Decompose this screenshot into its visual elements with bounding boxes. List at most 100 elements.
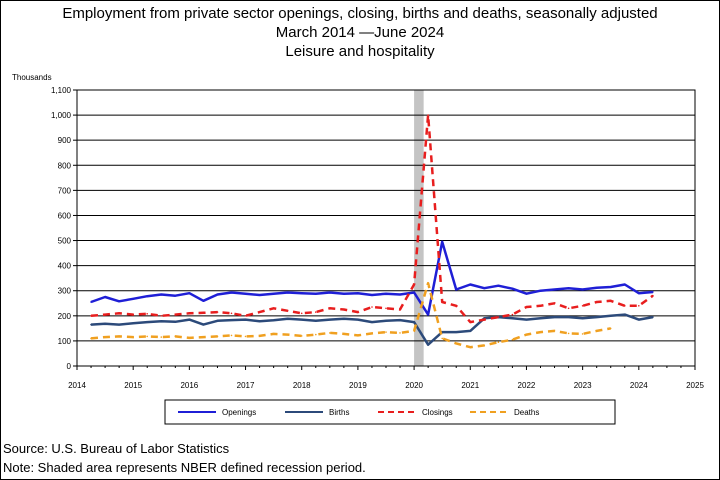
y-tick-label: 0 xyxy=(67,362,72,371)
data-point-deaths xyxy=(497,341,500,344)
data-point-closings xyxy=(244,315,247,317)
data-point-births xyxy=(427,343,429,346)
data-point-births xyxy=(104,323,106,325)
data-point-births xyxy=(455,331,458,333)
data-point-closings xyxy=(216,311,219,313)
data-point-births xyxy=(188,318,191,321)
data-point-closings xyxy=(469,321,472,323)
data-point-closings xyxy=(525,306,528,308)
data-point-openings xyxy=(286,291,289,294)
y-tick-label: 800 xyxy=(58,161,72,170)
data-point-openings xyxy=(399,293,401,296)
data-point-births xyxy=(160,320,163,323)
data-point-deaths xyxy=(132,336,134,338)
data-point-births xyxy=(609,315,612,317)
data-point-openings xyxy=(174,294,177,297)
data-point-deaths xyxy=(441,337,444,340)
legend-label-deaths: Deaths xyxy=(514,408,539,417)
data-point-closings xyxy=(581,305,584,307)
data-point-births xyxy=(343,318,345,320)
x-tick-label: 2016 xyxy=(180,381,198,390)
data-point-closings xyxy=(441,301,444,303)
data-point-deaths xyxy=(595,330,598,332)
data-point-openings xyxy=(315,292,317,295)
data-point-closings xyxy=(371,306,373,308)
data-point-deaths xyxy=(413,330,415,332)
data-point-openings xyxy=(202,300,205,302)
data-point-births xyxy=(511,317,514,320)
x-tick-label: 2022 xyxy=(518,381,536,390)
data-point-openings xyxy=(258,294,261,296)
data-point-births xyxy=(258,320,261,323)
data-point-deaths xyxy=(286,333,289,336)
data-point-closings xyxy=(174,313,177,316)
data-point-closings xyxy=(90,315,92,317)
data-point-births xyxy=(385,320,387,322)
data-point-deaths xyxy=(427,282,429,285)
data-point-openings xyxy=(609,286,612,288)
data-point-closings xyxy=(609,300,612,302)
data-point-births xyxy=(371,321,373,323)
data-point-deaths xyxy=(525,333,528,336)
data-point-closings xyxy=(652,294,654,297)
data-point-closings xyxy=(385,307,387,310)
data-point-openings xyxy=(230,291,233,294)
data-point-closings xyxy=(118,312,120,315)
data-point-births xyxy=(286,318,289,320)
source-note: Source: U.S. Bureau of Labor Statistics xyxy=(3,441,230,456)
x-tick-label: 2019 xyxy=(349,381,367,390)
data-point-closings xyxy=(286,310,289,312)
data-point-openings xyxy=(357,292,359,295)
series-line-openings xyxy=(90,240,654,316)
data-point-closings xyxy=(258,311,261,313)
data-point-deaths xyxy=(174,335,177,338)
data-point-closings xyxy=(146,313,148,315)
data-point-births xyxy=(525,318,528,321)
data-point-closings xyxy=(624,305,626,307)
data-point-openings xyxy=(581,288,584,291)
data-point-openings xyxy=(469,283,472,286)
y-tick-label: 400 xyxy=(58,262,72,271)
y-tick-label: 1,100 xyxy=(51,86,72,95)
legend-label-closings: Closings xyxy=(422,408,453,417)
data-point-births xyxy=(553,316,556,318)
data-point-births xyxy=(469,330,472,332)
data-point-openings xyxy=(216,293,219,296)
y-tick-label: 100 xyxy=(58,337,72,346)
data-point-births xyxy=(90,323,92,326)
data-point-births xyxy=(244,318,247,321)
data-point-openings xyxy=(497,284,500,287)
data-point-deaths xyxy=(581,333,584,335)
data-point-deaths xyxy=(455,342,458,345)
data-point-openings xyxy=(624,283,626,286)
data-point-deaths xyxy=(483,344,486,347)
data-point-closings xyxy=(202,312,205,314)
legend-label-openings: Openings xyxy=(222,408,256,417)
x-tick-label: 2018 xyxy=(293,381,311,390)
data-point-deaths xyxy=(357,334,359,337)
x-tick-label: 2025 xyxy=(686,381,704,390)
data-point-deaths xyxy=(90,337,92,340)
data-point-closings xyxy=(188,312,191,315)
data-point-openings xyxy=(300,292,303,295)
y-tick-label: 500 xyxy=(58,237,72,246)
data-point-births xyxy=(539,317,542,320)
data-point-deaths xyxy=(216,335,219,338)
legend-label-births: Births xyxy=(329,408,349,417)
data-point-births xyxy=(638,318,640,321)
data-point-deaths xyxy=(146,335,148,338)
data-point-closings xyxy=(300,312,303,315)
data-point-openings xyxy=(188,292,191,295)
data-point-closings xyxy=(399,308,401,311)
data-point-births xyxy=(595,316,598,318)
y-tick-label: 300 xyxy=(58,287,72,296)
data-point-deaths xyxy=(329,332,331,334)
data-point-deaths xyxy=(511,338,514,341)
x-tick-label: 2023 xyxy=(574,381,592,390)
data-point-deaths xyxy=(118,335,120,338)
data-point-closings xyxy=(272,307,275,310)
data-point-births xyxy=(399,319,401,321)
data-point-openings xyxy=(595,286,598,289)
data-point-births xyxy=(581,317,584,320)
